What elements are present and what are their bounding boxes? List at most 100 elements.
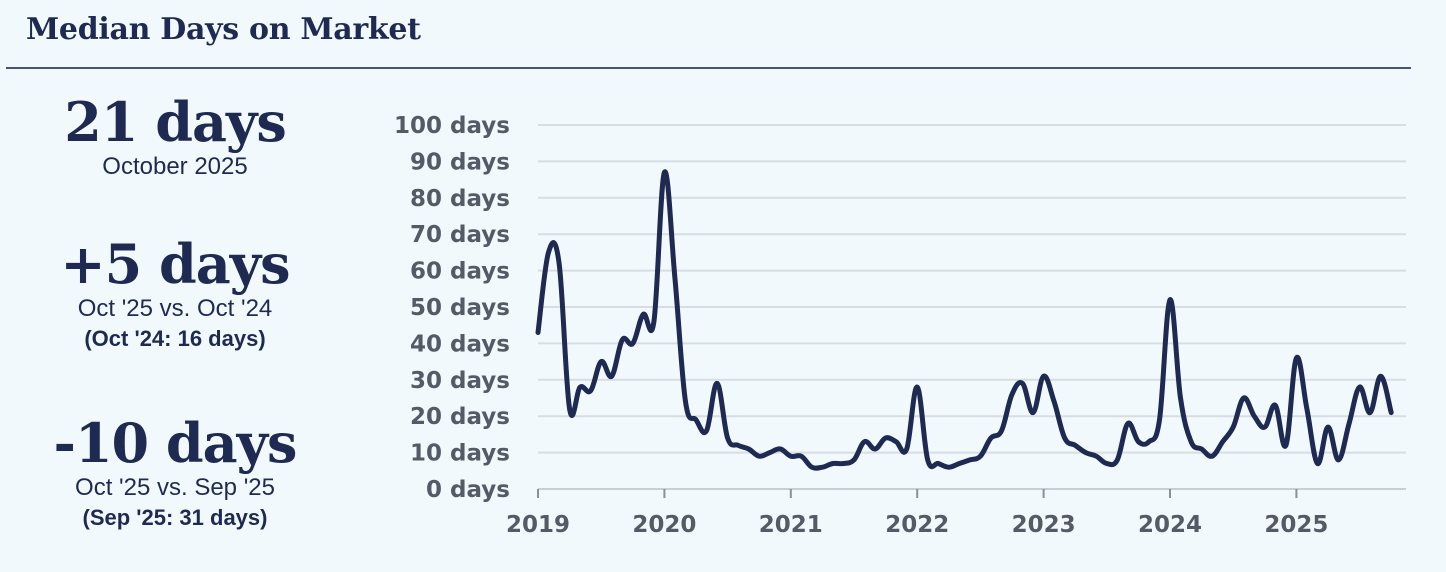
data-point [1209,454,1215,459]
data-point [1062,435,1067,441]
y-tick-label: 80 days [410,186,510,212]
data-point [1188,439,1194,444]
data-point [788,454,793,459]
stat-year-over-year: +5 days Oct '25 vs. Oct '24 (Oct '24: 16… [5,234,345,354]
data-point [862,439,867,444]
data-point [1041,374,1046,379]
series-line-0 [535,169,1394,471]
data-point [809,465,815,470]
data-point [915,384,920,390]
data-point [746,446,751,452]
y-tick-label: 70 days [410,222,510,248]
data-point [1357,384,1362,390]
data-point [1125,421,1131,426]
y-tick-label: 30 days [410,368,510,394]
data-point [767,450,772,455]
data-point [1294,355,1299,361]
data-point [588,388,593,393]
data-point [651,319,657,324]
stat-current-value: 21 days [64,90,286,154]
data-point [577,384,583,390]
data-point [757,454,762,459]
data-point [1104,461,1110,466]
data-point [988,435,994,441]
data-point [1262,424,1268,430]
data-point [725,435,730,441]
data-point [872,446,878,452]
data-point [620,337,625,342]
y-axis: 0 days 10 days 20 days 30 days 40 days 50 day… [394,113,510,503]
data-point [641,312,646,317]
data-point [1146,439,1152,444]
data-point [693,417,699,422]
data-point [714,381,720,386]
data-point [556,261,562,266]
data-point [946,465,951,470]
data-point [662,170,667,175]
data-point [967,457,973,463]
data-point [1157,417,1162,422]
data-point [1020,381,1025,386]
data-point [1199,446,1204,452]
data-point [1167,297,1173,302]
stat-mom-value: -10 days [53,411,298,475]
data-point [1273,403,1278,408]
stat-mom-note: (Sep '25: 31 days) [82,505,268,530]
stat-yoy-note: (Oct '24: 16 days) [84,326,266,351]
data-point [1283,443,1289,448]
data-point [830,461,836,466]
x-tick-label: 2024 [1138,512,1202,538]
data-point [1252,414,1257,419]
x-tick-label: 2022 [885,512,949,538]
data-point [1051,399,1057,404]
data-point [1083,450,1088,455]
data-point [1378,374,1383,379]
stat-current-label: October 2025 [102,153,248,180]
x-axis: 2019 2020 2021 2022 2023 2024 2025 [506,489,1328,538]
data-point [978,454,983,459]
data-point [567,406,572,412]
y-tick-label: 90 days [410,149,510,175]
data-point [883,435,888,441]
page-title: Median Days on Market [26,12,421,47]
data-point [957,461,962,466]
data-point [1231,424,1236,430]
chart-series [535,169,1394,471]
y-tick-label: 10 days [410,441,510,467]
data-point [936,461,941,466]
data-point [1220,439,1225,444]
data-point [1315,461,1320,466]
data-point [1030,410,1036,415]
x-tick-label: 2025 [1264,512,1328,538]
data-point [925,457,930,463]
stat-current: 21 days October 2025 [5,92,345,182]
data-point [683,399,688,404]
y-tick-label: 0 days [426,477,510,503]
data-point [1389,410,1394,415]
data-point [672,275,678,281]
data-point [1073,443,1078,448]
y-tick-label: 50 days [410,295,510,321]
data-point [1325,424,1331,430]
data-point [1346,421,1352,426]
x-tick-label: 2021 [759,512,823,538]
data-point [704,428,709,433]
data-point [1241,395,1246,401]
data-point [1136,439,1141,444]
data-point [1009,392,1015,397]
data-point [893,439,899,444]
stat-yoy-value: +5 days [60,232,290,296]
data-point [1178,395,1183,401]
stat-yoy-label: Oct '25 vs. Oct '24 [77,295,273,322]
stat-mom-label: Oct '25 vs. Sep '25 [75,474,275,501]
data-point [1094,454,1099,459]
data-point [609,374,614,379]
data-point [799,454,804,459]
data-point [904,446,909,452]
data-point [1115,457,1120,463]
data-point [630,341,635,346]
data-point [841,461,846,466]
data-point [546,250,551,255]
y-tick-label: 60 days [410,259,510,285]
